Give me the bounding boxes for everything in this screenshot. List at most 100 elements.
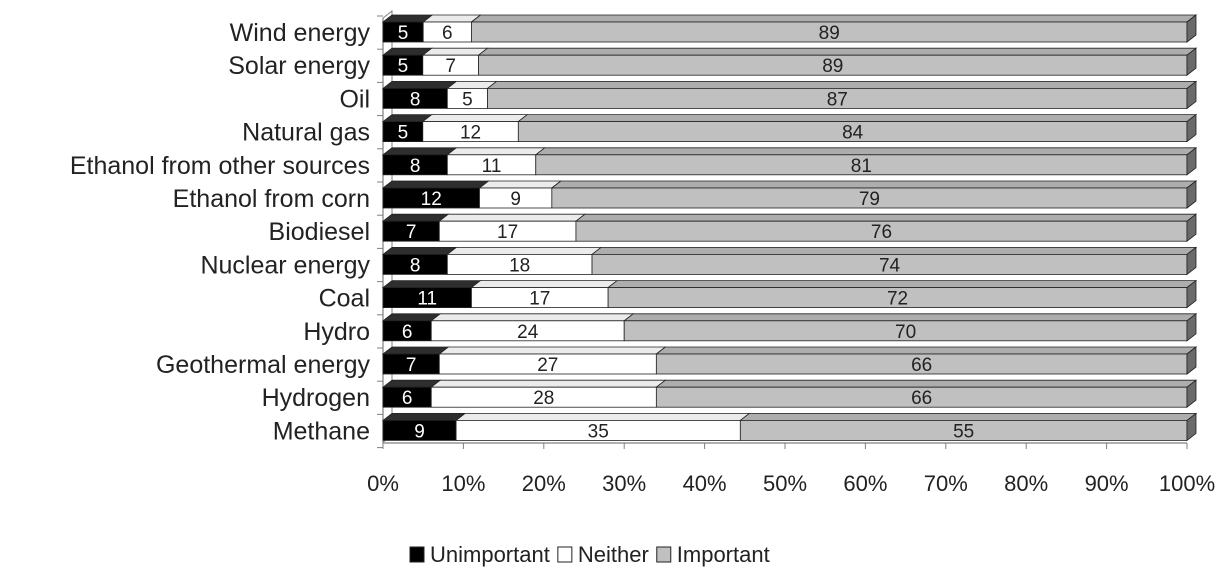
value-label-neither-coal: 17 — [529, 289, 550, 310]
value-label-neither-methane: 35 — [588, 421, 609, 442]
bar-segment-neither-hydrogen — [430, 379, 667, 408]
bar-segment-important-natural-gas — [517, 113, 1198, 143]
value-label-important-oil: 87 — [827, 89, 848, 110]
bar-segment-important-biodiesel — [574, 213, 1198, 243]
category-label-wind-energy: Wind energy — [230, 19, 371, 47]
bar-segment-neither-biodiesel — [438, 213, 587, 242]
category-label-coal: Coal — [319, 285, 370, 313]
bar-segment-neither-wind-energy — [422, 14, 482, 43]
category-label-hydrogen: Hydrogen — [262, 384, 370, 412]
value-label-neither-oil: 5 — [462, 89, 473, 110]
value-label-neither-wind-energy: 6 — [442, 23, 453, 44]
labels: 0% 10% 20% 30% 40% 50% 60% 70% 80% 90% 100% Wind en… — [70, 19, 1215, 496]
value-label-neither-natural-gas: 12 — [460, 123, 481, 144]
x-tick-label: 10% — [441, 471, 485, 496]
bar-segment-unimportant-geothermal-energy — [381, 346, 450, 375]
value-label-unimportant-hydro: 6 — [402, 322, 413, 343]
bar-segment-unimportant-nuclear-energy — [381, 246, 458, 275]
value-label-neither-hydrogen: 28 — [533, 388, 554, 409]
value-label-important-hydro: 70 — [895, 322, 916, 343]
x-tick-label: 40% — [683, 471, 727, 496]
value-label-unimportant-solar-energy: 5 — [398, 56, 409, 77]
value-label-neither-solar-energy: 7 — [445, 56, 456, 77]
category-label-ethanol-from-other-sources: Ethanol from other sources — [70, 152, 370, 180]
bar-segment-unimportant-hydrogen — [381, 379, 442, 408]
x-tick-label: 60% — [843, 471, 887, 496]
bar-segment-neither-ethanol-from-other-sources — [446, 147, 546, 176]
bar-segment-unimportant-hydro — [381, 313, 442, 342]
value-label-important-ethanol-from-other-sources: 81 — [851, 156, 872, 177]
legend-swatch-neither — [557, 546, 573, 563]
category-label-biodiesel: Biodiesel — [269, 218, 370, 246]
bar-segment-important-coal — [606, 279, 1198, 309]
category-label-nuclear-energy: Nuclear energy — [200, 251, 370, 279]
value-label-neither-ethanol-from-other-sources: 11 — [482, 156, 502, 177]
legend-swatch-unimportant — [409, 546, 425, 563]
bar-segment-important-geothermal-energy — [655, 346, 1198, 375]
category-label-solar-energy: Solar energy — [228, 52, 370, 80]
value-label-important-coal: 72 — [887, 289, 908, 310]
bar-segment-important-nuclear-energy — [590, 246, 1198, 276]
value-label-neither-ethanol-from-corn: 9 — [510, 189, 521, 210]
value-label-important-nuclear-energy: 74 — [879, 255, 901, 276]
value-label-important-hydrogen: 66 — [911, 388, 932, 409]
x-tick-label: 90% — [1085, 471, 1129, 496]
category-label-natural-gas: Natural gas — [242, 119, 370, 147]
legend-label-important: Important — [677, 542, 770, 567]
value-label-unimportant-geothermal-energy: 7 — [406, 355, 417, 376]
bar-segment-neither-methane — [454, 412, 751, 441]
bar-segment-unimportant-oil — [381, 81, 458, 109]
bar-segment-important-ethanol-from-corn — [550, 180, 1198, 209]
value-label-neither-geothermal-energy: 27 — [537, 355, 558, 376]
value-label-neither-nuclear-energy: 18 — [509, 255, 530, 276]
value-label-unimportant-oil: 8 — [410, 89, 421, 110]
value-label-unimportant-wind-energy: 5 — [398, 23, 409, 44]
legend: Unimportant Neither Important — [409, 542, 770, 567]
value-label-important-wind-energy: 89 — [819, 23, 840, 44]
bar-segment-unimportant-methane — [381, 412, 467, 441]
x-tick-label: 20% — [522, 471, 566, 496]
x-tick-label: 100% — [1159, 471, 1215, 496]
category-label-oil: Oil — [339, 85, 370, 113]
bar-segment-important-ethanol-from-other-sources — [534, 146, 1198, 176]
value-label-unimportant-biodiesel: 7 — [406, 222, 417, 243]
value-label-important-methane: 55 — [953, 421, 974, 442]
value-label-unimportant-nuclear-energy: 8 — [410, 255, 421, 276]
bar-segment-neither-ethanol-from-corn — [478, 180, 563, 209]
bar-segment-important-solar-energy — [477, 47, 1198, 77]
bar-segment-unimportant-biodiesel — [381, 213, 450, 242]
category-label-geothermal-energy: Geothermal energy — [156, 351, 371, 379]
value-label-unimportant-ethanol-from-corn: 12 — [421, 189, 442, 210]
x-tick-label: 50% — [763, 471, 807, 496]
legend-swatch-important — [656, 546, 672, 563]
x-tick-label: 30% — [602, 471, 646, 496]
bars — [381, 14, 1198, 442]
value-label-important-ethanol-from-corn: 79 — [859, 189, 880, 210]
value-label-unimportant-methane: 9 — [414, 421, 425, 442]
bar-segment-neither-nuclear-energy — [446, 246, 603, 275]
bar-segment-important-methane — [739, 412, 1198, 442]
value-label-important-natural-gas: 84 — [842, 123, 864, 144]
category-label-ethanol-from-corn: Ethanol from corn — [173, 185, 370, 213]
bar-segment-important-hydrogen — [655, 379, 1198, 409]
bar-segment-neither-solar-energy — [421, 47, 489, 76]
value-label-unimportant-coal: 11 — [417, 289, 437, 310]
bar-segment-unimportant-solar-energy — [381, 47, 433, 76]
value-label-important-geothermal-energy: 66 — [911, 355, 932, 376]
value-label-unimportant-ethanol-from-other-sources: 8 — [410, 156, 421, 177]
bar-segment-important-oil — [486, 80, 1198, 110]
legend-label-unimportant: Unimportant — [430, 542, 550, 567]
bar-segment-important-wind-energy — [470, 14, 1198, 43]
bar-segment-important-hydro — [623, 312, 1198, 342]
value-label-unimportant-hydrogen: 6 — [402, 388, 413, 409]
category-label-hydro: Hydro — [303, 318, 370, 346]
bar-segment-unimportant-ethanol-from-corn — [381, 180, 490, 209]
x-tick-label: 80% — [1004, 471, 1048, 496]
value-label-neither-biodiesel: 17 — [497, 222, 518, 243]
category-label-methane: Methane — [273, 417, 370, 445]
value-label-unimportant-natural-gas: 5 — [398, 123, 409, 144]
x-tick-label: 70% — [924, 471, 968, 496]
value-label-neither-hydro: 24 — [517, 322, 539, 343]
